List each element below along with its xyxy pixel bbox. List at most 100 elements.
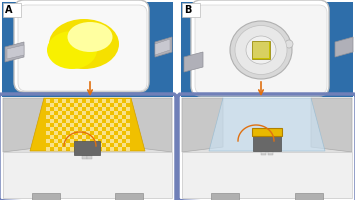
Ellipse shape [230, 21, 292, 79]
Bar [50, 143, 54, 147]
Bar [87, 155, 92, 159]
Bar [94, 123, 98, 127]
Bar [58, 103, 62, 107]
Bar [252, 128, 282, 136]
Ellipse shape [49, 19, 119, 69]
Bar [78, 107, 82, 111]
FancyBboxPatch shape [12, 0, 151, 94]
Bar [82, 135, 86, 139]
Bar [62, 147, 66, 151]
Bar [126, 107, 130, 111]
Bar [58, 119, 62, 123]
Bar [102, 99, 106, 103]
Bar [46, 99, 50, 103]
Bar [98, 103, 102, 107]
Bar [118, 147, 122, 151]
Bar [122, 127, 126, 131]
Bar [126, 99, 130, 103]
Bar [110, 115, 114, 119]
Bar [118, 123, 122, 127]
Bar [106, 143, 110, 147]
Ellipse shape [67, 22, 113, 52]
Bar [122, 119, 126, 123]
Bar [90, 135, 94, 139]
Polygon shape [30, 98, 145, 151]
FancyBboxPatch shape [14, 0, 149, 92]
Polygon shape [335, 37, 353, 57]
Bar [66, 119, 70, 123]
Bar [98, 127, 102, 131]
Bar [114, 103, 118, 107]
Bar [106, 135, 110, 139]
Bar [58, 111, 62, 115]
Bar [62, 107, 66, 111]
FancyBboxPatch shape [195, 5, 327, 94]
Bar [62, 99, 66, 103]
Polygon shape [209, 98, 325, 151]
Bar [126, 131, 130, 135]
Bar [78, 131, 82, 135]
Bar [50, 135, 54, 139]
Bar [110, 139, 114, 143]
Bar [78, 147, 82, 151]
Bar [62, 115, 66, 119]
Bar [50, 103, 54, 107]
Bar [106, 119, 110, 123]
Text: B: B [184, 5, 191, 15]
Bar [74, 103, 78, 107]
Ellipse shape [246, 36, 276, 64]
Bar [74, 119, 78, 123]
Bar [114, 119, 118, 123]
Bar [182, 98, 352, 199]
Bar [66, 103, 70, 107]
Polygon shape [7, 45, 24, 59]
Bar [98, 111, 102, 115]
Bar [86, 123, 90, 127]
Bar [74, 143, 78, 147]
Bar [86, 131, 90, 135]
Bar [106, 103, 110, 107]
Bar [126, 147, 130, 151]
Bar [74, 111, 78, 115]
Bar [102, 107, 106, 111]
Bar [82, 111, 86, 115]
Bar [115, 193, 143, 200]
Bar [94, 147, 98, 151]
Bar [114, 111, 118, 115]
Bar [182, 3, 200, 17]
Bar [252, 41, 270, 59]
Bar [54, 131, 58, 135]
Bar [82, 103, 86, 107]
Bar [110, 99, 114, 103]
FancyBboxPatch shape [191, 0, 329, 96]
Bar [82, 143, 86, 147]
Bar [62, 131, 66, 135]
Bar [86, 115, 90, 119]
Bar [78, 139, 82, 143]
Bar [58, 127, 62, 131]
Bar [102, 115, 106, 119]
Bar [114, 135, 118, 139]
Bar [114, 143, 118, 147]
Bar [110, 131, 114, 135]
Ellipse shape [285, 40, 293, 48]
Bar [98, 143, 102, 147]
Polygon shape [155, 37, 172, 57]
Bar [54, 123, 58, 127]
Bar [295, 193, 323, 200]
Bar [261, 151, 266, 155]
Bar [118, 107, 122, 111]
Bar [126, 139, 130, 143]
Bar [58, 135, 62, 139]
Bar [78, 115, 82, 119]
Bar [90, 119, 94, 123]
Bar [66, 111, 70, 115]
Bar [110, 107, 114, 111]
Bar [114, 127, 118, 131]
FancyBboxPatch shape [12, 0, 151, 94]
Bar [62, 139, 66, 143]
Bar [182, 152, 352, 198]
Bar [3, 98, 172, 199]
Bar [102, 123, 106, 127]
Bar [32, 193, 60, 200]
